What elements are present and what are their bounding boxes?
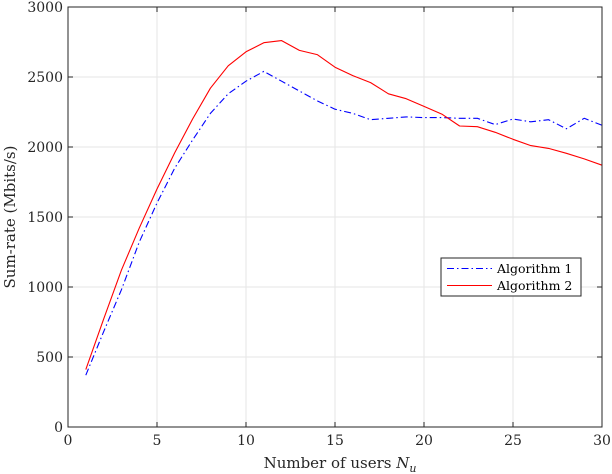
legend-box	[440, 257, 582, 297]
x-tick-label: 15	[326, 433, 344, 449]
x-tick-label: 0	[64, 433, 73, 449]
x-axis-label: Number of users Nu	[264, 454, 417, 474]
y-tick-label: 3000	[27, 0, 63, 16]
y-tick-label: 500	[36, 350, 63, 366]
series-line-algorithm-1	[85, 70, 603, 376]
y-tick-label: 2500	[27, 70, 63, 86]
y-tick-label: 2000	[27, 140, 63, 156]
y-axis-label: Sum-rate (Mbits/s)	[1, 146, 19, 289]
y-tick-label: 1000	[27, 280, 63, 296]
x-tick-label: 25	[504, 433, 522, 449]
y-tick-label: 0	[54, 420, 63, 436]
ticks: 0 5 10 15 20 25 30 0 500 1000 1500 2000 2500 3000	[27, 0, 611, 449]
x-tick-label: 20	[415, 433, 433, 449]
series-line-algorithm-2	[85, 40, 603, 370]
x-tick-label: 30	[593, 433, 611, 449]
y-tick-label: 1500	[27, 210, 63, 226]
series-layer	[85, 40, 603, 376]
grid	[67, 6, 603, 428]
legend-label-algorithm-1: Algorithm 1	[496, 261, 572, 276]
x-tick-label: 5	[153, 433, 162, 449]
legend: Algorithm 1 Algorithm 2	[440, 257, 582, 297]
x-tick-label: 10	[237, 433, 255, 449]
legend-label-algorithm-2: Algorithm 2	[496, 278, 572, 293]
